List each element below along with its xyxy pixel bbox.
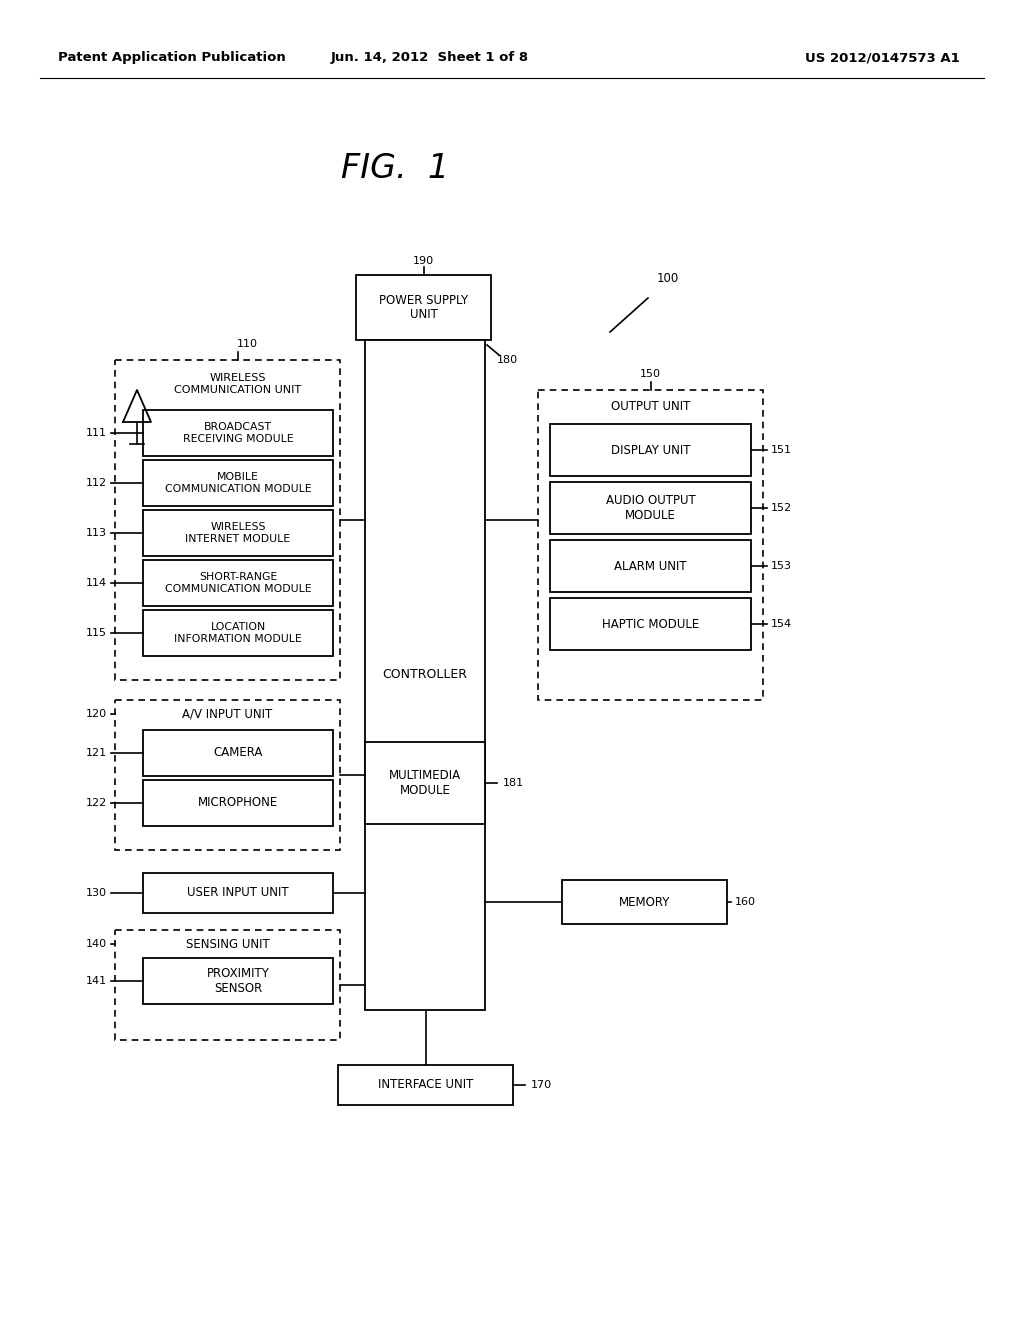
Text: Patent Application Publication: Patent Application Publication [58, 51, 286, 65]
Bar [143, 510, 333, 556]
Bar [115, 700, 340, 850]
Text: USER INPUT UNIT: USER INPUT UNIT [187, 887, 289, 899]
Text: INTERFACE UNIT: INTERFACE UNIT [378, 1078, 473, 1092]
Text: 112: 112 [86, 478, 106, 488]
Text: MEMORY: MEMORY [618, 895, 670, 908]
Text: 170: 170 [531, 1080, 552, 1090]
Text: MULTIMEDIA
MODULE: MULTIMEDIA MODULE [389, 770, 461, 797]
Text: MOBILE
COMMUNICATION MODULE: MOBILE COMMUNICATION MODULE [165, 473, 311, 494]
Text: 154: 154 [771, 619, 793, 630]
Text: 113: 113 [86, 528, 106, 539]
Bar [550, 482, 751, 535]
Text: 111: 111 [86, 428, 106, 438]
Text: 141: 141 [86, 975, 106, 986]
Text: 150: 150 [640, 370, 662, 379]
Bar [115, 360, 340, 680]
Text: 180: 180 [497, 355, 517, 366]
Text: OUTPUT UNIT: OUTPUT UNIT [610, 400, 690, 412]
Text: 115: 115 [86, 628, 106, 638]
Text: FIG.  1: FIG. 1 [341, 152, 450, 185]
Bar [550, 598, 751, 649]
Text: ALARM UNIT: ALARM UNIT [614, 560, 687, 573]
Bar [550, 540, 751, 591]
Bar [143, 958, 333, 1005]
Bar [338, 1065, 513, 1105]
Text: LOCATION
INFORMATION MODULE: LOCATION INFORMATION MODULE [174, 622, 302, 644]
Text: 100: 100 [656, 272, 679, 285]
Text: MICROPHONE: MICROPHONE [198, 796, 279, 809]
Text: SHORT-RANGE
COMMUNICATION MODULE: SHORT-RANGE COMMUNICATION MODULE [165, 572, 311, 594]
Text: 114: 114 [86, 578, 106, 587]
Text: 121: 121 [86, 748, 106, 758]
Text: SENSING UNIT: SENSING UNIT [185, 937, 269, 950]
Text: BROADCAST
RECEIVING MODULE: BROADCAST RECEIVING MODULE [182, 422, 293, 444]
Bar [143, 459, 333, 506]
Text: 140: 140 [86, 939, 106, 949]
Text: 120: 120 [86, 709, 106, 719]
Text: 151: 151 [771, 445, 792, 455]
Text: 152: 152 [771, 503, 793, 513]
Bar [143, 873, 333, 913]
Text: AUDIO OUTPUT
MODULE: AUDIO OUTPUT MODULE [605, 494, 695, 521]
Bar [365, 742, 485, 824]
Bar [550, 424, 751, 477]
Bar [562, 880, 727, 924]
Text: CAMERA: CAMERA [213, 747, 263, 759]
Text: 110: 110 [237, 339, 258, 348]
Text: Jun. 14, 2012  Sheet 1 of 8: Jun. 14, 2012 Sheet 1 of 8 [331, 51, 529, 65]
Text: 122: 122 [86, 799, 106, 808]
Bar [356, 275, 490, 341]
Text: 153: 153 [771, 561, 792, 572]
Text: 130: 130 [86, 888, 106, 898]
Bar [143, 610, 333, 656]
Text: DISPLAY UNIT: DISPLAY UNIT [610, 444, 690, 457]
Bar [115, 931, 340, 1040]
Bar [365, 341, 485, 1010]
Text: POWER SUPPLY
UNIT: POWER SUPPLY UNIT [379, 293, 468, 322]
Text: HAPTIC MODULE: HAPTIC MODULE [602, 618, 699, 631]
Text: PROXIMITY
SENSOR: PROXIMITY SENSOR [207, 968, 269, 995]
Bar [143, 411, 333, 455]
Bar [143, 780, 333, 826]
Bar [143, 730, 333, 776]
Text: 160: 160 [735, 898, 756, 907]
Text: 181: 181 [503, 777, 524, 788]
Text: US 2012/0147573 A1: US 2012/0147573 A1 [805, 51, 961, 65]
Text: 190: 190 [413, 256, 434, 267]
Text: WIRELESS
COMMUNICATION UNIT: WIRELESS COMMUNICATION UNIT [174, 374, 301, 395]
Bar [538, 389, 763, 700]
Text: CONTROLLER: CONTROLLER [383, 668, 468, 681]
Text: WIRELESS
INTERNET MODULE: WIRELESS INTERNET MODULE [185, 523, 291, 544]
Text: A/V INPUT UNIT: A/V INPUT UNIT [182, 708, 272, 721]
Bar [143, 560, 333, 606]
